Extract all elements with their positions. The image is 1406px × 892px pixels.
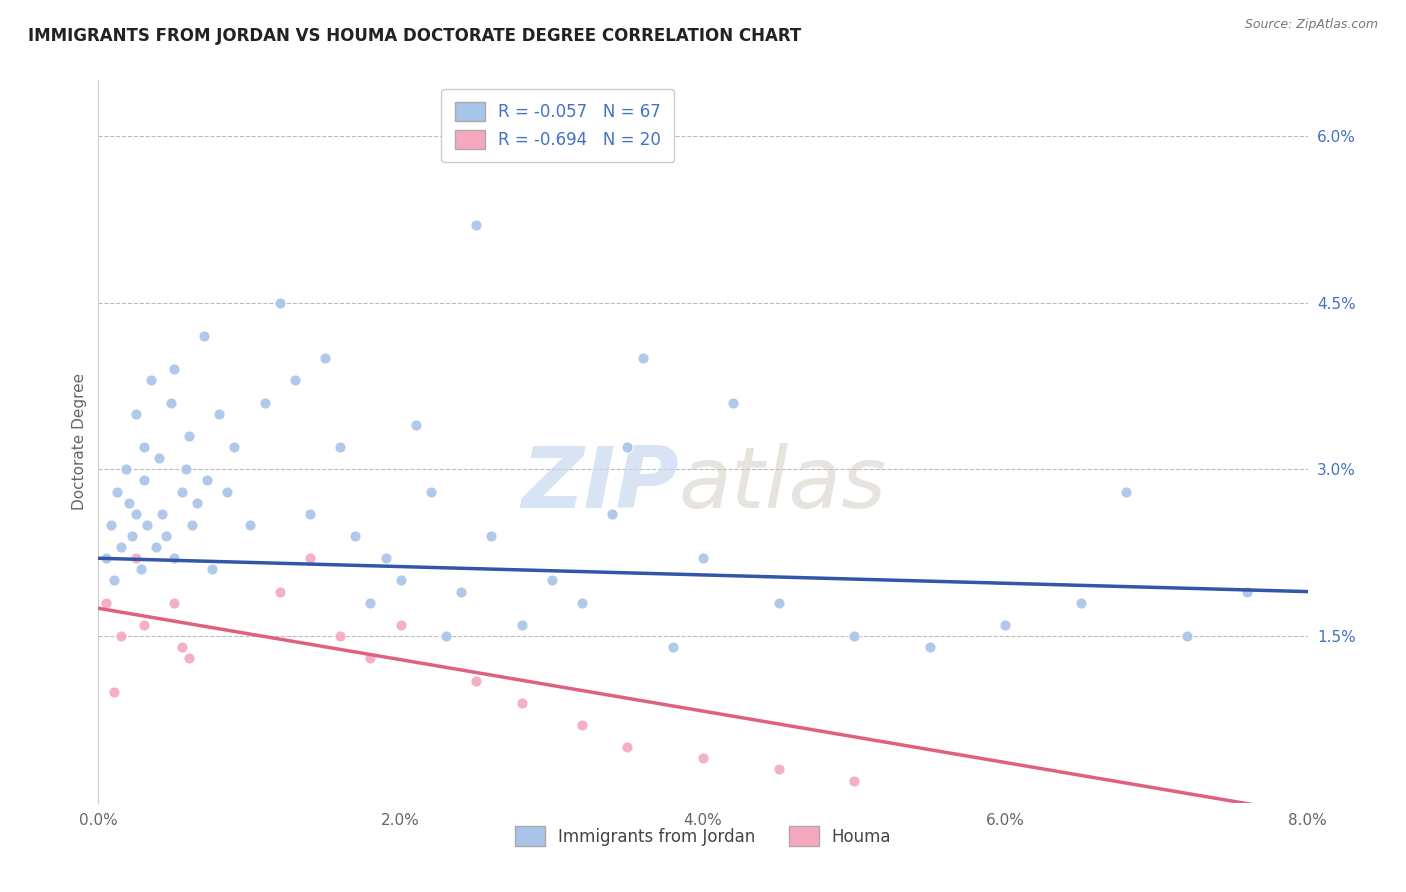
Point (571, 718, 593, 732)
Point (100, 517, 122, 532)
Point (692, 551, 714, 566)
Point (540, 574, 562, 588)
Point (616, 740, 638, 755)
Point (510, 696, 533, 710)
Point (420, 484, 443, 499)
Point (768, 763, 790, 777)
Point (661, 640, 683, 655)
Point (135, 517, 157, 532)
Point (844, 773, 866, 788)
Legend: Immigrants from Jordan, Houma: Immigrants from Jordan, Houma (508, 820, 898, 852)
Point (269, 295, 291, 310)
Point (193, 329, 215, 343)
Point (389, 574, 412, 588)
Point (314, 351, 336, 366)
Text: atlas: atlas (679, 443, 887, 526)
Point (105, 484, 128, 499)
Point (329, 629, 352, 643)
Point (465, 673, 488, 688)
Point (299, 551, 322, 566)
Point (125, 551, 148, 566)
Point (360, 596, 382, 610)
Point (174, 462, 197, 476)
Point (616, 440, 638, 454)
Point (103, 684, 125, 698)
Point (195, 474, 218, 488)
Point (631, 351, 654, 366)
Point (179, 651, 201, 665)
Text: IMMIGRANTS FROM JORDAN VS HOUMA DOCTORATE DEGREE CORRELATION CHART: IMMIGRANTS FROM JORDAN VS HOUMA DOCTORAT… (28, 27, 801, 45)
Point (602, 507, 624, 521)
Point (1115, 484, 1137, 499)
Point (692, 751, 714, 765)
Point (360, 651, 382, 665)
Text: Source: ZipAtlas.com: Source: ZipAtlas.com (1244, 18, 1378, 31)
Point (94, 596, 117, 610)
Point (163, 362, 186, 376)
Point (118, 496, 141, 510)
Point (224, 440, 246, 454)
Point (768, 596, 790, 610)
Point (125, 407, 148, 421)
Point (844, 629, 866, 643)
Point (186, 496, 208, 510)
Point (284, 373, 307, 387)
Point (239, 517, 262, 532)
Point (150, 507, 173, 521)
Point (160, 395, 183, 409)
Point (121, 529, 143, 543)
Point (344, 529, 367, 543)
Point (434, 629, 457, 643)
Point (1175, 629, 1198, 643)
Point (405, 417, 427, 432)
Point (141, 373, 163, 387)
Y-axis label: Doctorate Degree: Doctorate Degree (72, 373, 87, 510)
Point (170, 640, 193, 655)
Point (253, 395, 276, 409)
Point (94, 551, 117, 566)
Point (329, 440, 352, 454)
Point (145, 540, 167, 554)
Point (450, 584, 472, 599)
Point (723, 395, 745, 409)
Point (125, 507, 148, 521)
Point (163, 596, 186, 610)
Point (103, 574, 125, 588)
Point (163, 551, 186, 566)
Point (215, 484, 238, 499)
Point (389, 618, 412, 632)
Point (148, 451, 170, 466)
Point (269, 584, 291, 599)
Point (1236, 584, 1258, 599)
Text: ZIP: ZIP (522, 443, 679, 526)
Point (110, 629, 132, 643)
Point (994, 618, 1017, 632)
Point (1070, 596, 1092, 610)
Point (465, 218, 488, 232)
Point (155, 529, 177, 543)
Point (208, 407, 231, 421)
Point (132, 440, 155, 454)
Point (510, 618, 533, 632)
Point (201, 562, 224, 576)
Point (571, 596, 593, 610)
Point (132, 474, 155, 488)
Point (299, 507, 322, 521)
Point (170, 484, 193, 499)
Point (129, 562, 152, 576)
Point (114, 462, 136, 476)
Point (181, 517, 204, 532)
Point (132, 618, 155, 632)
Point (374, 551, 396, 566)
Point (481, 529, 503, 543)
Point (110, 540, 132, 554)
Point (179, 429, 201, 443)
Point (918, 640, 941, 655)
